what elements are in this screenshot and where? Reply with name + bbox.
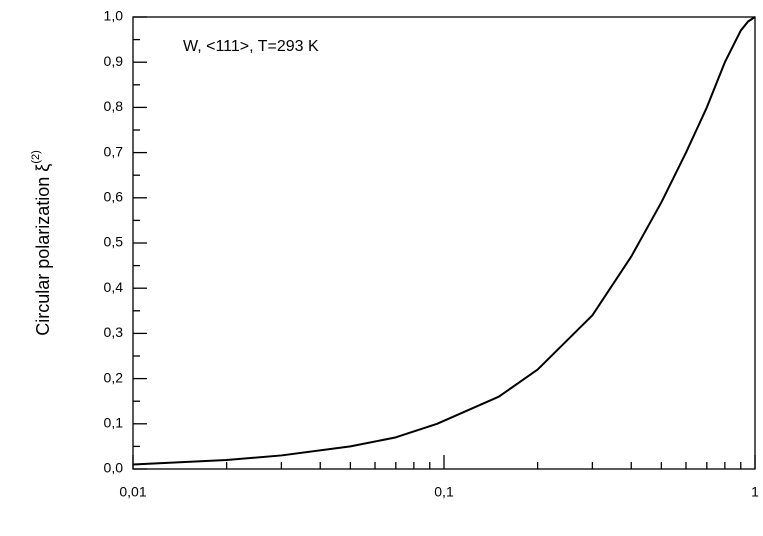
x-tick-label: 1 (751, 484, 759, 500)
y-tick-label: 0,7 (104, 143, 124, 159)
x-tick-label: 0,1 (434, 484, 454, 500)
y-tick-label: 1,0 (104, 8, 124, 24)
y-tick-label: 0,5 (104, 234, 124, 250)
y-tick-label: 0,0 (104, 460, 124, 476)
y-tick-label: 0,8 (104, 98, 124, 114)
y-axis-label-sup: (2) (30, 150, 42, 163)
y-axis-label: Circular polarization ξ(2) (30, 150, 53, 336)
y-tick-label: 0,6 (104, 189, 124, 205)
y-tick-label: 0,4 (104, 279, 124, 295)
y-tick-label: 0,2 (104, 369, 124, 385)
y-tick-label: 0,9 (104, 53, 124, 69)
annotation: W, <111>, T=293 K (183, 38, 319, 55)
y-tick-label: 0,3 (104, 324, 124, 340)
x-tick-label: 0,01 (119, 484, 146, 500)
y-axis-label-text: Circular polarization ξ (33, 164, 53, 336)
y-tick-label: 0,1 (104, 415, 124, 431)
plot-frame (132, 16, 756, 470)
data-line (132, 16, 756, 466)
